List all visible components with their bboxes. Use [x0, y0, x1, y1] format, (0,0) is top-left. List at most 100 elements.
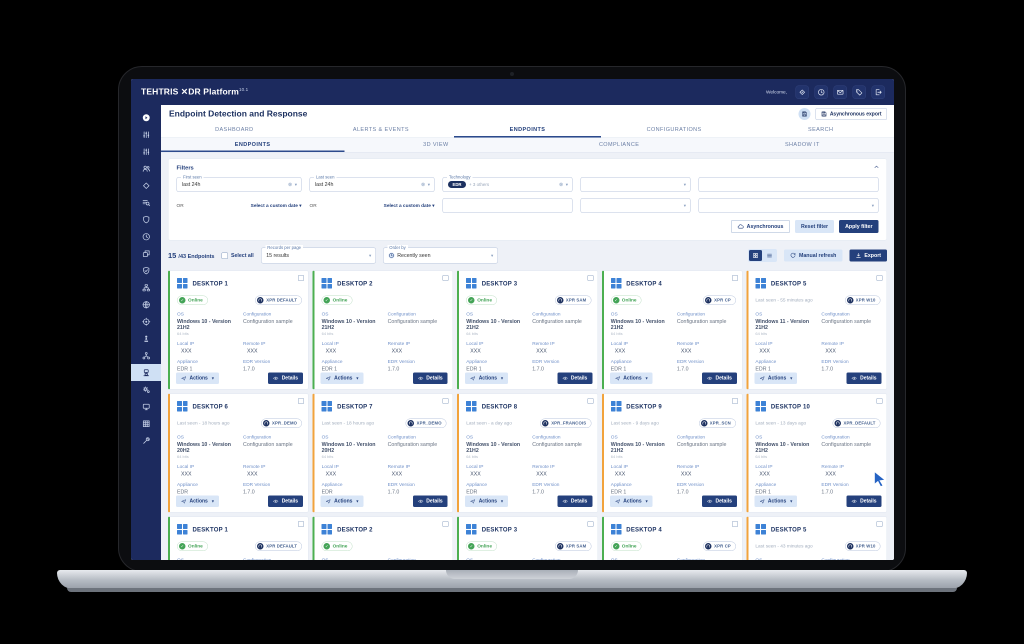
clear-icon[interactable]: ⊗ — [421, 181, 426, 188]
card-checkbox[interactable] — [442, 521, 449, 527]
manual-refresh-button[interactable]: Manual refresh — [784, 249, 843, 262]
status-text: Online — [477, 297, 492, 303]
sidebar-item-sitemap[interactable] — [131, 279, 161, 296]
select-all-control[interactable]: Select all — [221, 252, 254, 259]
actions-button[interactable]: Actions ▾ — [754, 372, 798, 384]
mail-button[interactable] — [833, 85, 847, 99]
chevron-down-icon: ▾ — [490, 252, 494, 258]
grid-view-button[interactable] — [749, 250, 763, 261]
tab-search[interactable]: SEARCH — [808, 126, 834, 133]
list-view-button[interactable] — [763, 250, 776, 261]
tab-configurations[interactable]: CONFIGURATIONS — [646, 126, 702, 133]
details-button[interactable]: Details — [557, 495, 593, 507]
clock-button[interactable] — [814, 85, 828, 99]
configuration-field: Configuration Configuration sample — [388, 312, 447, 337]
details-button[interactable]: Details — [268, 372, 304, 384]
clear-icon[interactable]: ⊗ — [288, 181, 293, 188]
records-per-page-select[interactable]: Records per page 15 results ▾ — [260, 245, 376, 264]
sidebar-item-wrench[interactable] — [131, 432, 161, 449]
sidebar-item-diamond[interactable] — [131, 177, 161, 194]
actions-button[interactable]: Actions ▾ — [320, 495, 364, 507]
tab-alerts-events[interactable]: ALERTS & EVENTS — [352, 126, 409, 133]
actions-button[interactable]: Actions ▾ — [609, 372, 653, 384]
edr-chip[interactable]: EDR — [448, 181, 466, 188]
tab-3d-view[interactable]: 3D VIEW — [423, 141, 449, 148]
tab-endpoints[interactable]: ENDPOINTS — [161, 138, 345, 152]
apply-filter-button[interactable]: Apply filter — [839, 220, 879, 233]
card-checkbox[interactable] — [876, 398, 883, 404]
collapse-filters-button[interactable] — [874, 164, 880, 170]
save-view-button[interactable] — [798, 108, 811, 120]
sidebar-item-monitor[interactable] — [131, 398, 161, 415]
sidebar-item-sliders[interactable] — [131, 143, 161, 160]
details-button[interactable]: Details — [412, 372, 448, 384]
tags-button[interactable] — [852, 85, 866, 99]
card-checkbox[interactable] — [442, 275, 449, 281]
sidebar-item-collapse[interactable] — [131, 109, 161, 126]
tab-endpoints[interactable]: ENDPOINTS — [454, 123, 601, 138]
details-button[interactable]: Details — [702, 495, 737, 507]
details-button[interactable]: Details — [846, 495, 882, 507]
asynchronous-button[interactable]: Asynchronous — [731, 220, 790, 233]
sidebar-item-boxes[interactable] — [131, 245, 161, 262]
card-checkbox[interactable] — [876, 521, 883, 527]
card-checkbox[interactable] — [587, 398, 594, 404]
card-checkbox[interactable] — [587, 521, 594, 527]
sidebar-item-globe[interactable] — [131, 296, 161, 313]
sidebar-item-gears[interactable] — [131, 381, 161, 398]
extra-filter-input[interactable] — [698, 177, 879, 192]
sidebar-item-list-search[interactable] — [131, 194, 161, 211]
filter-select-empty[interactable]: ▾ — [580, 198, 691, 213]
details-button[interactable]: Details — [846, 372, 882, 384]
first-seen-filter[interactable]: First seen last 24h ⊗ ▾ — [176, 174, 302, 192]
details-button[interactable]: Details — [702, 372, 737, 384]
sidebar-item-sliders[interactable] — [131, 126, 161, 143]
card-checkbox[interactable] — [298, 275, 305, 281]
sidebar-item-share[interactable] — [131, 347, 161, 364]
actions-button[interactable]: Actions ▾ — [465, 495, 509, 507]
sidebar-item-shield-check[interactable] — [131, 262, 161, 279]
export-button[interactable]: Export — [849, 249, 887, 262]
actions-button[interactable]: Actions ▾ — [609, 495, 653, 507]
card-checkbox[interactable] — [298, 521, 305, 527]
logout-button[interactable] — [871, 85, 885, 99]
select-all-checkbox[interactable] — [221, 252, 228, 259]
card-checkbox[interactable] — [876, 275, 883, 281]
technology-filter[interactable]: Technology EDR + 3 others ⊗ ▾ — [442, 174, 573, 192]
card-checkbox[interactable] — [731, 398, 738, 404]
card-checkbox[interactable] — [731, 275, 738, 281]
filter-select-empty[interactable]: ▾ — [698, 198, 879, 213]
reset-filter-button[interactable]: Reset filter — [794, 220, 835, 233]
sidebar-item-pawn[interactable] — [131, 330, 161, 347]
actions-button[interactable]: Actions ▾ — [465, 372, 509, 384]
sidebar-item-endpoint[interactable] — [131, 364, 161, 381]
sidebar-item-grid[interactable] — [131, 415, 161, 432]
last-seen-filter[interactable]: Last seen last 24h ⊗ ▾ — [309, 174, 435, 192]
actions-button[interactable]: Actions ▾ — [176, 495, 219, 507]
card-checkbox[interactable] — [298, 398, 305, 404]
tab-dashboard[interactable]: DASHBOARD — [215, 126, 254, 133]
details-button[interactable]: Details — [557, 372, 593, 384]
details-button[interactable]: Details — [412, 495, 448, 507]
actions-button[interactable]: Actions ▾ — [176, 372, 219, 384]
extra-filter-select[interactable]: ▾ — [580, 177, 691, 192]
actions-button[interactable]: Actions ▾ — [754, 495, 798, 507]
custom-date-link[interactable]: Select a custom date ▾ — [250, 202, 302, 209]
card-checkbox[interactable] — [587, 275, 594, 281]
sidebar-item-shield[interactable] — [131, 211, 161, 228]
card-checkbox[interactable] — [442, 398, 449, 404]
sidebar-item-target[interactable] — [131, 313, 161, 330]
details-button[interactable]: Details — [268, 495, 304, 507]
compass-button[interactable] — [795, 85, 809, 99]
asynchronous-export-button[interactable]: Asynchronous export — [815, 108, 887, 120]
order-by-select[interactable]: Order by Recently seen ▾ — [382, 245, 498, 264]
sidebar-item-users[interactable] — [131, 160, 161, 177]
actions-button[interactable]: Actions ▾ — [320, 372, 364, 384]
card-checkbox[interactable] — [731, 521, 738, 527]
tab-shadow-it[interactable]: SHADOW IT — [784, 141, 820, 148]
custom-date-link[interactable]: Select a custom date ▾ — [383, 202, 435, 209]
sidebar-item-clock[interactable] — [131, 228, 161, 245]
filter-input-empty[interactable] — [442, 198, 573, 213]
tab-compliance[interactable]: COMPLIANCE — [598, 141, 640, 148]
clear-icon[interactable]: ⊗ — [559, 181, 564, 188]
